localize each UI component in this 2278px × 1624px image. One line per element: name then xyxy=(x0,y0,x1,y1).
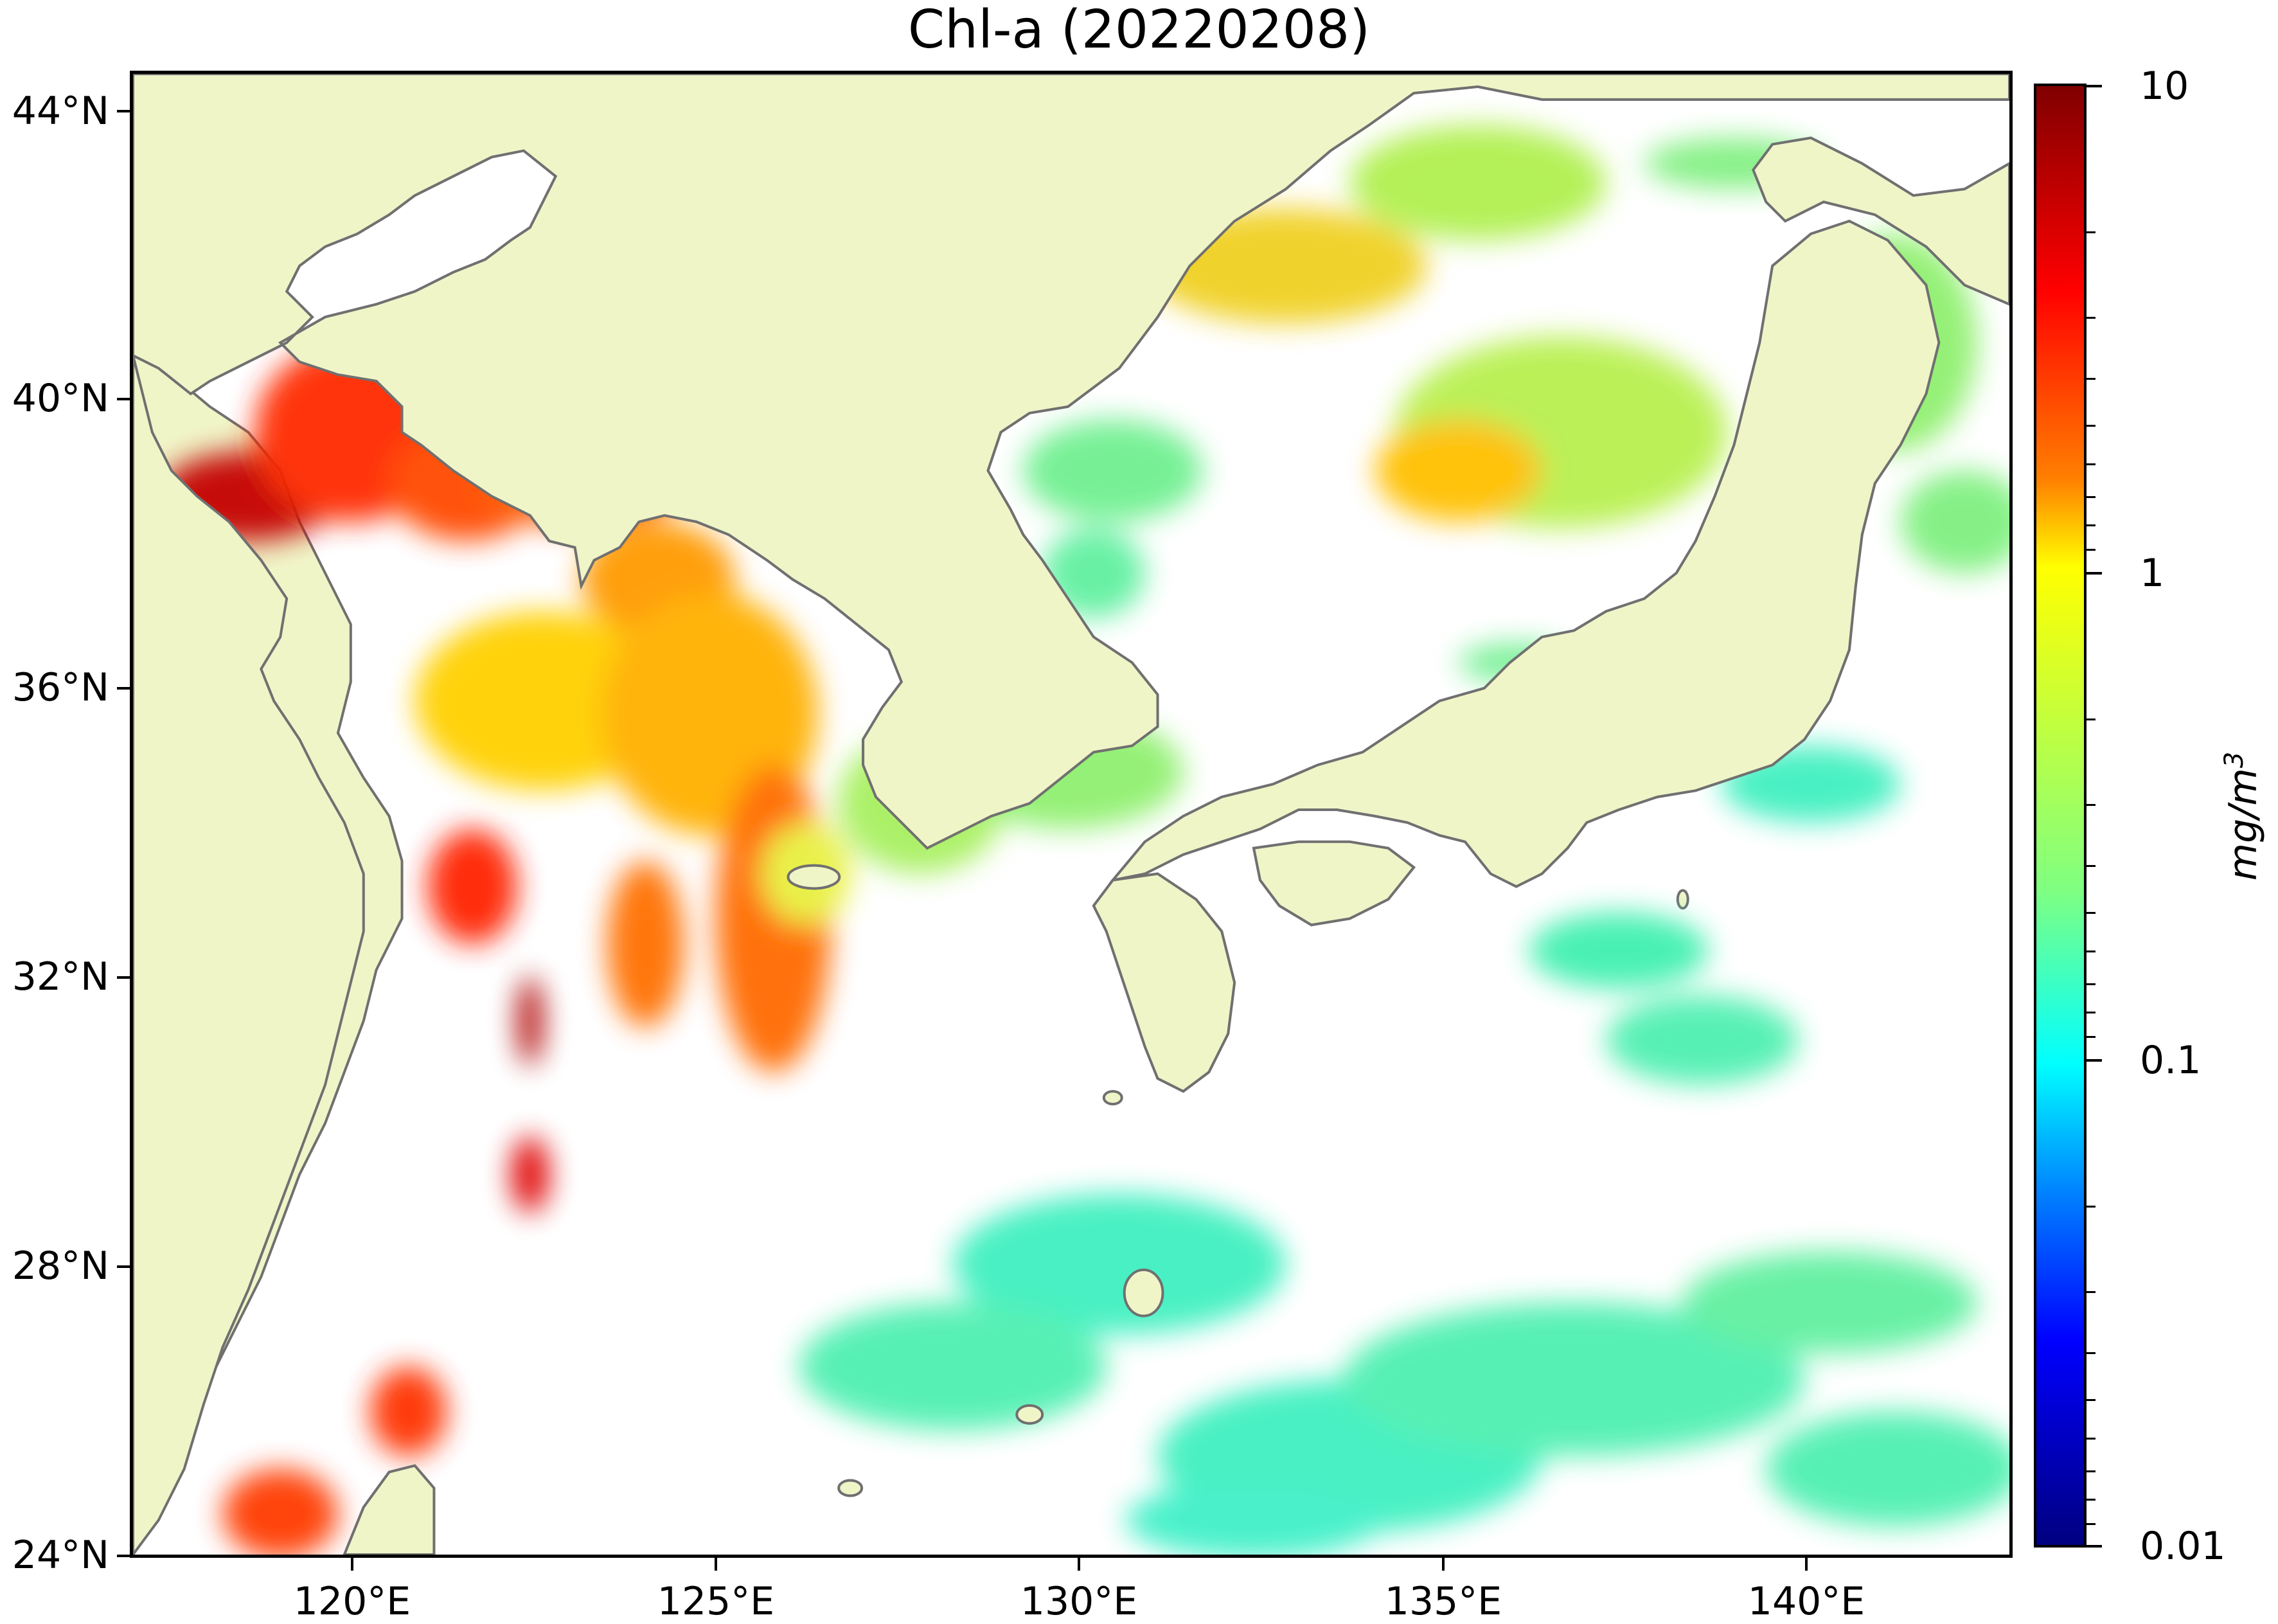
lat-tick xyxy=(117,687,130,690)
colorbar-label-10: 10 xyxy=(2140,64,2189,109)
lat-label-40n: 40°N xyxy=(12,376,109,421)
colorbar-tick xyxy=(2087,1059,2102,1062)
colorbar-minor-tick xyxy=(2087,950,2096,952)
colorbar-minor-tick xyxy=(2087,425,2096,427)
lon-tick xyxy=(351,1558,353,1571)
lon-tick xyxy=(715,1558,717,1571)
colorbar-label-0-1: 0.1 xyxy=(2140,1038,2202,1083)
colorbar-minor-tick xyxy=(2087,231,2096,233)
colorbar-minor-tick xyxy=(2087,524,2096,526)
colorbar-minor-tick xyxy=(2087,912,2096,914)
colorbar-minor-tick xyxy=(2087,1438,2096,1440)
land-mask xyxy=(133,74,2009,1555)
colorbar-minor-tick xyxy=(2087,1399,2096,1401)
colorbar-minor-tick xyxy=(2087,1499,2096,1501)
land-island xyxy=(1676,889,1689,910)
lon-label-120e: 120°E xyxy=(293,1579,411,1624)
colorbar-unit-text: mg/m3 xyxy=(2220,751,2266,881)
lon-label-135e: 135°E xyxy=(1384,1579,1502,1624)
lat-label-28n: 28°N xyxy=(12,1244,109,1289)
chlorophyll-map xyxy=(130,71,2013,1558)
lon-tick xyxy=(1805,1558,1808,1571)
colorbar-minor-tick xyxy=(2087,804,2096,806)
lon-tick xyxy=(1078,1558,1080,1571)
colorbar-minor-tick xyxy=(2087,865,2096,867)
colorbar-minor-tick xyxy=(2087,496,2096,498)
colorbar-minor-tick xyxy=(2087,1206,2096,1208)
colorbar-minor-tick xyxy=(2087,1291,2096,1293)
colorbar-minor-tick xyxy=(2087,549,2096,551)
lat-label-36n: 36°N xyxy=(12,665,109,710)
colorbar-unit-exponent: 3 xyxy=(2220,751,2249,769)
colorbar-minor-tick xyxy=(2087,463,2096,465)
colorbar-minor-tick xyxy=(2087,718,2096,720)
land-island xyxy=(1102,1090,1123,1106)
lat-tick xyxy=(117,1265,130,1268)
colorbar-minor-tick xyxy=(2087,317,2096,319)
colorbar-minor-tick xyxy=(2087,1470,2096,1472)
colorbar-minor-tick xyxy=(2087,1523,2096,1525)
colorbar-minor-tick xyxy=(2087,1036,2096,1038)
colorbar-minor-tick xyxy=(2087,1012,2096,1013)
lat-tick xyxy=(117,110,130,112)
lat-label-24n: 24°N xyxy=(12,1533,109,1578)
lon-tick xyxy=(1442,1558,1445,1571)
colorbar-minor-tick xyxy=(2087,983,2096,985)
map-canvas xyxy=(133,74,2009,1555)
colorbar-minor-tick xyxy=(2087,378,2096,380)
map-title: Chl-a (20220208) xyxy=(907,0,1371,60)
lat-tick xyxy=(117,398,130,400)
lon-label-130e: 130°E xyxy=(1020,1579,1138,1624)
lat-label-32n: 32°N xyxy=(12,954,109,999)
colorbar-unit-label: mg/m3 xyxy=(2220,752,2266,881)
colorbar-label-1: 1 xyxy=(2140,551,2165,596)
lon-label-125e: 125°E xyxy=(657,1579,775,1624)
lat-label-44n: 44°N xyxy=(12,89,109,134)
colorbar-minor-tick xyxy=(2087,1352,2096,1354)
colorbar-label-0-01: 0.01 xyxy=(2140,1524,2226,1569)
lat-tick xyxy=(117,976,130,979)
colorbar-tick xyxy=(2087,85,2102,87)
colorbar xyxy=(2034,84,2087,1548)
lat-tick xyxy=(117,1555,130,1557)
lon-label-140e: 140°E xyxy=(1747,1579,1865,1624)
colorbar-tick xyxy=(2087,572,2102,575)
colorbar-tick xyxy=(2087,1545,2102,1548)
